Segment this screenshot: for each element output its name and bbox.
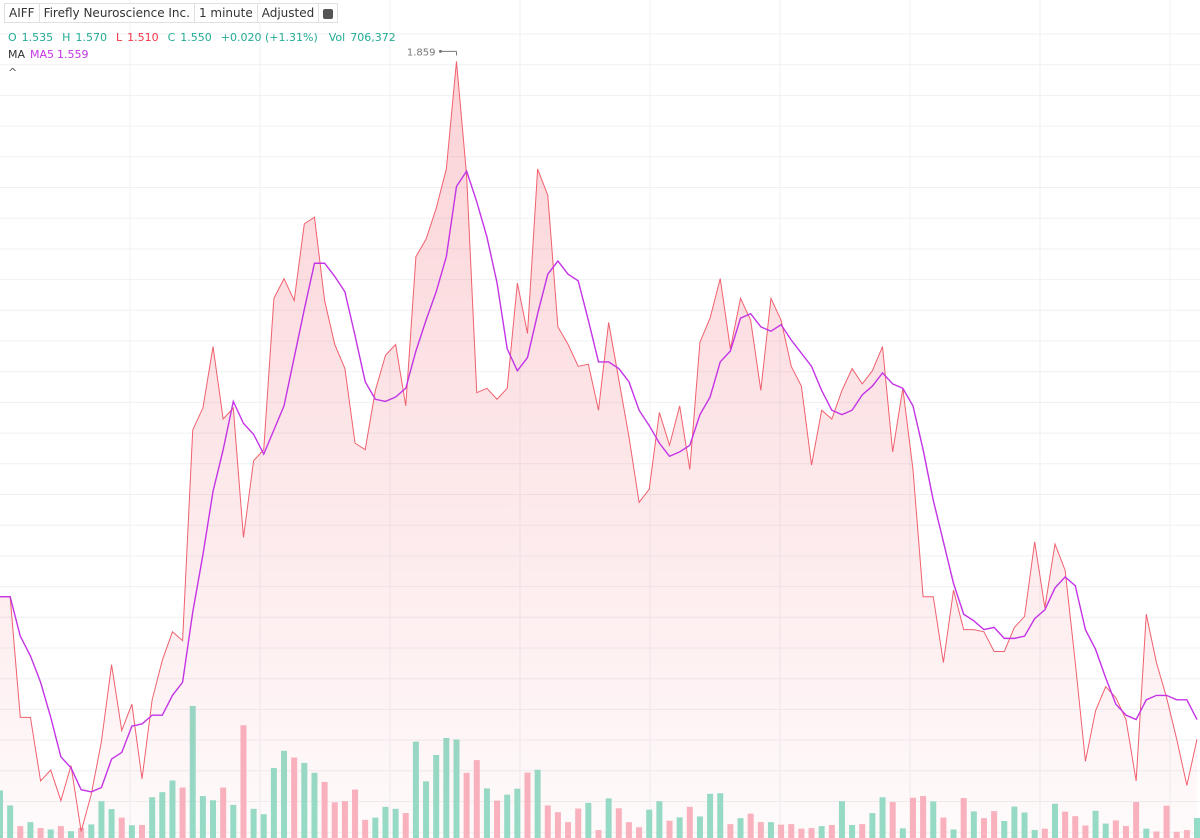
price-line	[0, 61, 1198, 832]
details-button[interactable]	[318, 3, 339, 23]
ohlc-key: O	[8, 31, 17, 44]
high-marker	[438, 49, 442, 53]
header: AIFF Firefly Neuroscience Inc. 1 minute …	[4, 3, 339, 23]
ma-legend: MA MA5 1.559	[8, 48, 89, 61]
ma-name: MA5	[30, 48, 55, 61]
high-label: 1.859	[407, 47, 436, 58]
ohlc-key: H	[62, 31, 71, 44]
ohlc-value: 1.570	[75, 31, 107, 44]
volume-value: 706,372	[350, 31, 396, 44]
ohlc-value: 1.550	[180, 31, 212, 44]
company: Firefly Neuroscience Inc.	[38, 3, 195, 23]
ohlc-value: 1.510	[127, 31, 159, 44]
price-area	[0, 61, 1197, 838]
ma-line	[0, 169, 1198, 793]
change: +0.020 (+1.31%)	[220, 31, 318, 44]
ohlc-legend: O 1.535 H 1.570 L 1.510 C 1.550 +0.020 (+1.31%) V…	[8, 31, 396, 44]
indicator-label: MA	[8, 48, 26, 61]
ohlc-value: 1.535	[21, 31, 54, 44]
volume-key: Vol	[328, 31, 346, 44]
ma-value: 1.559	[57, 48, 89, 61]
adjustment[interactable]: Adjusted	[256, 3, 320, 23]
ticker[interactable]: AIFF	[4, 3, 40, 23]
ohlc-key: C	[167, 31, 176, 44]
interval[interactable]: 1 minute	[193, 3, 258, 23]
collapse-button[interactable]: ^	[8, 66, 18, 79]
ohlc-key: L	[115, 31, 123, 44]
